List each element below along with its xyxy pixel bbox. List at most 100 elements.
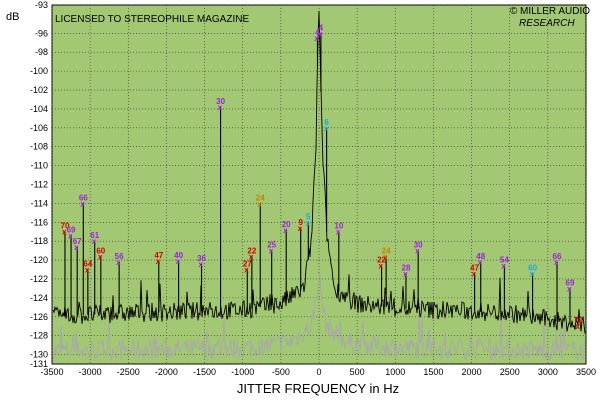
y-tick-label: -96: [35, 28, 48, 38]
peak-label: 27: [243, 260, 252, 269]
y-tick-label: -93: [35, 0, 48, 10]
x-tick-label: -1500: [193, 367, 216, 377]
x-axis-title: JITTER FREQUENCY in Hz: [237, 381, 399, 396]
peak-label: 47: [154, 251, 163, 260]
peak-label: 24: [256, 193, 265, 202]
y-tick-labels: -93 -96 -98 -100 -102 -104 -106 -108 -110 -112 -11…: [30, 0, 48, 369]
y-tick-label: -106: [30, 123, 48, 133]
peak-label: 9: [298, 218, 303, 227]
x-tick-label: -2000: [155, 367, 178, 377]
peak-label: 69: [67, 226, 76, 235]
peak-marker-icon: x: [554, 258, 559, 267]
peak-marker-icon: x: [403, 269, 408, 278]
peak-label: 36: [197, 254, 206, 263]
peak-label: 60: [96, 246, 105, 255]
peak-marker-icon: x: [218, 103, 223, 112]
peak-marker-icon: x: [249, 252, 254, 261]
peak-label: 69: [566, 278, 575, 287]
peak-label: 10: [334, 222, 343, 231]
y-tick-label: -98: [35, 47, 48, 57]
peak-marker-icon: x: [156, 257, 161, 266]
peak-label: 60: [528, 263, 537, 272]
peak-marker-icon: x: [379, 262, 384, 271]
x-tick-label: -1000: [231, 367, 254, 377]
peak-label: 30: [216, 97, 225, 106]
y-tick-label: -108: [30, 142, 48, 152]
peak-marker-icon: x: [383, 252, 388, 261]
license-banner: LICENSED TO STEREOPHILE MAGAZINE: [55, 14, 249, 25]
peak-label: 66: [553, 252, 562, 261]
peak-marker-icon: x: [501, 262, 506, 271]
gray-trace: [52, 273, 586, 362]
y-tick-label: -116: [31, 217, 48, 227]
y-tick-label: -112: [31, 180, 48, 190]
peak-marker-icon: x: [305, 218, 310, 227]
x-tick-label: 1000: [385, 367, 405, 377]
peak-marker-icon: x: [298, 224, 303, 233]
peak-label: 66: [79, 193, 88, 202]
y-tick-label: -124: [30, 293, 48, 303]
peak-marker-icon: x: [92, 237, 97, 246]
peak-label: 61: [90, 231, 99, 240]
peak-marker-icon: x: [472, 269, 477, 278]
peak-label: 47: [470, 263, 479, 272]
peak-marker-icon: x: [244, 266, 249, 275]
peak-marker-icon: x: [575, 322, 580, 331]
peak-marker-icon: x: [530, 269, 535, 278]
y-tick-label: -131: [30, 359, 48, 369]
peak-marker-icon: x: [199, 260, 204, 269]
peak-label: 56: [115, 252, 124, 261]
peak-label: 30: [414, 241, 423, 250]
peak-marker-icon: x: [68, 232, 73, 241]
y-tick-label: -120: [30, 255, 48, 265]
y-tick-label: -130: [30, 350, 48, 360]
x-tick-label: 2500: [500, 367, 520, 377]
peak-marker-icon: x: [80, 199, 85, 208]
peak-label: 67: [73, 237, 82, 246]
peak-label: 54: [500, 256, 509, 265]
peak-marker-icon: x: [336, 228, 341, 237]
peak-marker-icon: x: [567, 284, 572, 293]
x-tick-label: -500: [272, 367, 290, 377]
peak-label: 20: [282, 220, 291, 229]
x-tick-label: 0: [316, 367, 321, 377]
peak-label: 40: [174, 251, 183, 260]
peak-label: 48: [476, 252, 485, 261]
peak-marker-icon: x: [314, 34, 319, 43]
peak-label: 4: [315, 28, 320, 37]
x-tick-label: -3000: [79, 367, 102, 377]
peak-label: 4: [319, 23, 324, 32]
peak-marker-icon: x: [318, 29, 323, 38]
y-tick-label: -102: [30, 85, 48, 95]
peak-marker-icon: x: [415, 247, 420, 256]
y-tick-label: -114: [31, 198, 48, 208]
peak-marker-icon: x: [257, 199, 262, 208]
peak-label: 22: [247, 246, 256, 255]
peak-label: 24: [382, 246, 391, 255]
peak-marker-icon: x: [478, 258, 483, 267]
peak-marker-icon: x: [98, 252, 103, 261]
peak-label: 6: [324, 118, 329, 127]
peak-marker-icon: x: [85, 266, 90, 275]
peak-marker-icon: x: [283, 226, 288, 235]
brand-logo-icon: ©: [510, 6, 518, 17]
x-tick-label: 500: [350, 367, 365, 377]
gray-trace-layer: [52, 273, 586, 362]
peak-label: 28: [402, 263, 411, 272]
grid: [51, 4, 587, 365]
x-tick-label: -3500: [40, 367, 63, 377]
y-tick-label: -110: [31, 161, 48, 171]
x-tick-labels: -3500 -3000 -2500 -2000 -1500 -1000 -500 0 500 10…: [40, 367, 596, 377]
black-trace-layer: [52, 10, 586, 334]
brand-line-1: MILLER AUDIO: [520, 6, 590, 17]
peak-label: 25: [267, 241, 276, 250]
peak-marker-icon: x: [269, 247, 274, 256]
peak-label: 64: [83, 260, 92, 269]
y-tick-label: -128: [30, 331, 48, 341]
y-axis-title: dB: [6, 11, 19, 23]
peak-label: 5: [306, 212, 311, 221]
peak-marker-icon: x: [176, 257, 181, 266]
peak-marker-icon: x: [74, 243, 79, 252]
